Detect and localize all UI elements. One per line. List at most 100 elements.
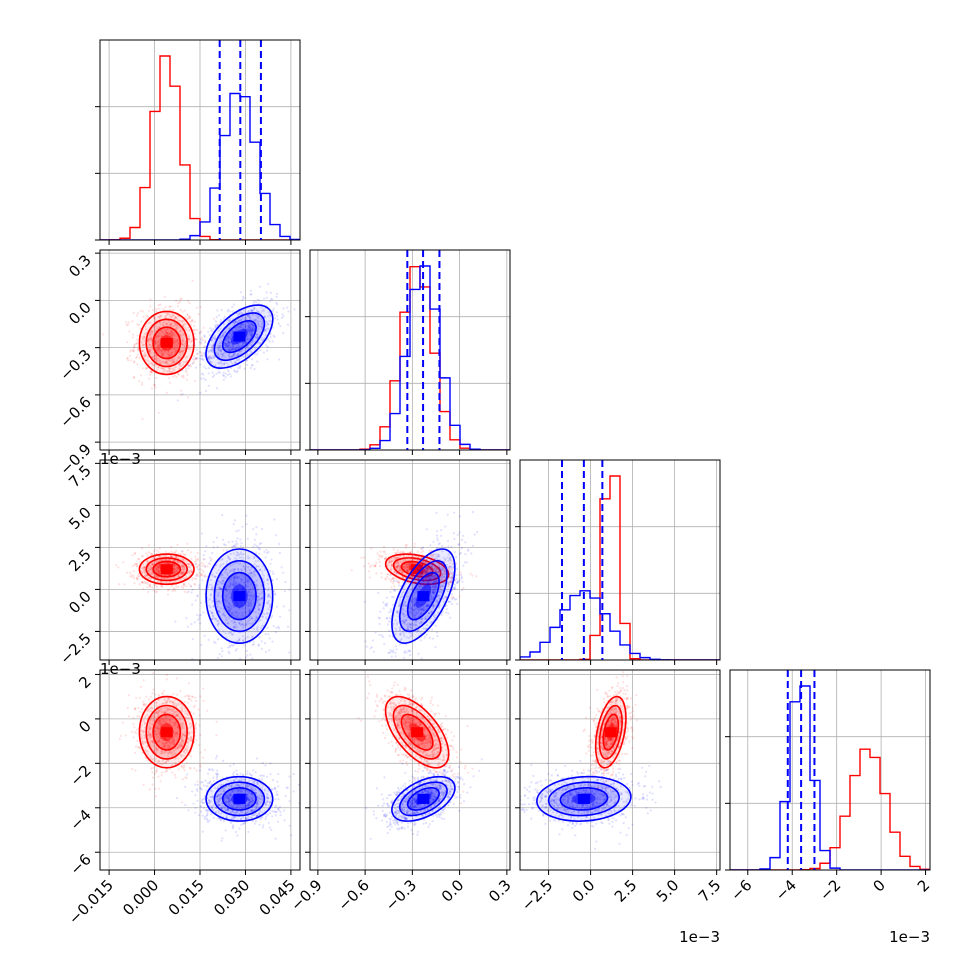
- scatter-point: [246, 314, 249, 317]
- scatter-point: [253, 325, 256, 328]
- scatter-point: [220, 340, 223, 343]
- scatter-point: [155, 335, 158, 338]
- scatter-point: [181, 323, 184, 326]
- scatter-point: [229, 613, 233, 616]
- scatter-point: [169, 354, 172, 357]
- scatter-point: [282, 571, 285, 574]
- scatter-point: [228, 342, 231, 345]
- scatter-point: [154, 568, 157, 571]
- scatter-point: [433, 615, 436, 618]
- scatter-point: [409, 607, 412, 610]
- scatter-point: [433, 567, 436, 570]
- scatter-point: [237, 325, 240, 328]
- scatter-point: [238, 607, 241, 611]
- scatter-point: [244, 583, 247, 586]
- scatter-point: [247, 310, 250, 314]
- scatter-point: [246, 579, 249, 583]
- scatter-point: [245, 337, 248, 340]
- scatter-point: [133, 577, 136, 580]
- scatter-point: [189, 551, 193, 554]
- scatter-point: [154, 338, 157, 342]
- scatter-point: [202, 554, 205, 557]
- scatter-point: [182, 583, 185, 586]
- scatter-point: [173, 341, 176, 344]
- scatter-point: [179, 330, 182, 333]
- scatter-point: [212, 546, 215, 549]
- scatter-point: [430, 553, 433, 556]
- scatter-point: [414, 582, 417, 585]
- scatter-point: [179, 552, 182, 556]
- scatter-point: [250, 328, 253, 331]
- scatter-point: [239, 624, 242, 627]
- scatter-point: [157, 304, 160, 307]
- scatter-point: [173, 567, 176, 570]
- scatter-point: [434, 555, 438, 558]
- scatter-point: [406, 563, 409, 566]
- scatter-point: [243, 581, 246, 584]
- scatter-point: [235, 554, 238, 557]
- scatter-point: [165, 323, 168, 326]
- scatter-point: [225, 345, 228, 348]
- scatter-point: [228, 641, 231, 645]
- scatter-point: [276, 303, 279, 306]
- scatter-point: [223, 667, 225, 669]
- scatter-point: [399, 568, 402, 572]
- scatter-point: [434, 585, 437, 589]
- scatter-point: [226, 646, 229, 649]
- scatter-point: [233, 643, 236, 646]
- scatter-point: [266, 601, 269, 604]
- scatter-point: [444, 573, 447, 576]
- scatter-point: [250, 335, 253, 338]
- scatter-point: [208, 604, 211, 607]
- scatter-point: [163, 558, 166, 562]
- scatter-point: [242, 688, 244, 690]
- scatter-point: [447, 565, 450, 568]
- scatter-point: [160, 360, 163, 363]
- scatter-point: [389, 578, 392, 581]
- scatter-point: [240, 311, 243, 315]
- scatter-point: [238, 622, 241, 626]
- scatter-point: [168, 369, 171, 372]
- scatter-point: [229, 592, 232, 595]
- scatter-point: [270, 297, 273, 300]
- scatter-point: [141, 383, 144, 386]
- scatter-point: [160, 580, 163, 583]
- scatter-point: [420, 612, 423, 616]
- scatter-point: [143, 571, 146, 574]
- scatter-point: [205, 367, 208, 370]
- scatter-point: [254, 318, 257, 321]
- scatter-point: [242, 342, 245, 345]
- scatter-point: [156, 567, 159, 570]
- scatter-point: [204, 341, 207, 344]
- scatter-point: [155, 329, 158, 332]
- scatter-point: [425, 570, 429, 574]
- scatter-point: [187, 338, 190, 341]
- scatter-point: [282, 332, 285, 335]
- scatter-point: [163, 333, 166, 336]
- scatter-point: [229, 578, 232, 581]
- scatter-point: [417, 574, 420, 577]
- scatter-point: [256, 588, 260, 592]
- scatter-point: [246, 585, 250, 588]
- scatter-point: [396, 565, 399, 568]
- scatter-point: [179, 362, 182, 365]
- contours-blue: [205, 548, 274, 644]
- scatter-point: [276, 318, 279, 321]
- scatter-point: [203, 365, 206, 368]
- scatter-point: [158, 563, 161, 566]
- scatter-point: [226, 342, 229, 345]
- scatter-point: [149, 552, 152, 555]
- scatter-point: [230, 334, 233, 337]
- scatter-point: [172, 324, 175, 327]
- scatter-point: [398, 551, 401, 554]
- scatter-point: [406, 566, 409, 570]
- scatter-point: [244, 565, 247, 568]
- scatter-point: [189, 365, 192, 368]
- scatter-point: [432, 589, 435, 592]
- scatter-point: [253, 368, 256, 371]
- scatter-point: [216, 594, 219, 598]
- scatter-point: [221, 582, 224, 585]
- scatter-point: [153, 342, 156, 346]
- scatter-point: [455, 577, 458, 581]
- scatter-point: [219, 345, 223, 348]
